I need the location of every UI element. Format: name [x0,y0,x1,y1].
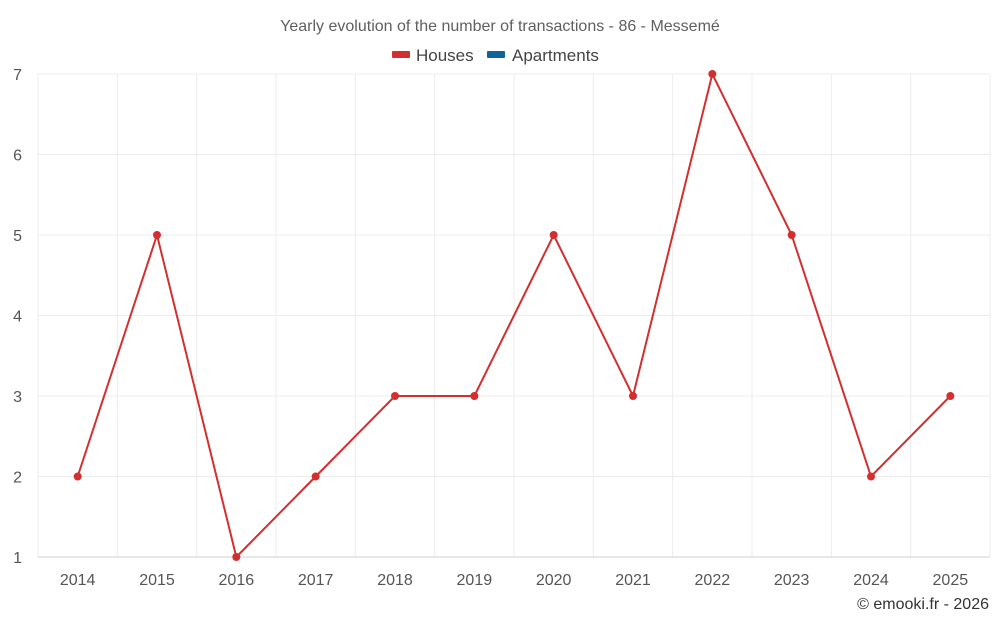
data-point-houses[interactable] [153,231,161,239]
x-tick-label: 2017 [298,572,334,589]
credit-text: © emooki.fr - 2026 [857,596,989,613]
x-axis-ticks: 2014 2015 2016 2017 2018 2019 2020 2021 2022 2023… [60,572,968,589]
x-tick-label: 2023 [774,572,810,589]
y-tick-label: 7 [13,67,22,84]
chart-title: Yearly evolution of the number of transa… [280,18,720,35]
y-tick-label: 3 [13,389,22,406]
data-point-houses[interactable] [232,553,241,561]
legend-swatch-houses[interactable] [392,51,410,58]
data-point-houses[interactable] [787,231,796,239]
x-tick-label: 2018 [377,572,413,589]
x-tick-label: 2019 [457,572,493,589]
x-tick-label: 2020 [536,572,572,589]
data-point-houses[interactable] [549,231,558,239]
data-point-houses[interactable] [391,392,399,400]
y-tick-label: 1 [13,550,22,567]
y-tick-label: 2 [13,470,22,487]
y-tick-label: 4 [13,309,22,326]
x-tick-label: 2015 [139,572,175,589]
data-point-houses[interactable] [470,392,479,400]
series-line-houses [76,71,952,559]
legend-label-houses[interactable]: Houses [416,46,474,65]
x-tick-label: 2025 [933,572,969,589]
y-axis-ticks: 1 2 3 4 5 6 7 [13,67,22,567]
data-point-houses[interactable] [708,70,717,78]
x-tick-label: 2014 [60,572,96,589]
data-point-houses[interactable] [946,392,955,400]
y-tick-label: 6 [13,148,22,165]
data-point-houses[interactable] [73,472,82,481]
data-point-houses[interactable] [629,392,637,400]
legend-label-apartments[interactable]: Apartments [512,46,599,65]
x-tick-label: 2016 [219,572,255,589]
series-lines [76,71,952,559]
x-tick-label: 2021 [615,572,651,589]
data-points [73,70,955,561]
y-tick-label: 5 [13,228,22,245]
data-point-houses[interactable] [867,472,875,481]
x-tick-label: 2024 [853,572,889,589]
x-tick-label: 2022 [695,572,731,589]
legend: Houses Apartments [392,46,599,65]
legend-swatch-apartments[interactable] [487,51,505,58]
data-point-houses[interactable] [311,472,320,481]
